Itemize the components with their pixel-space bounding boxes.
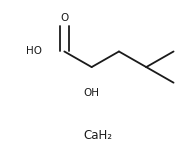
Text: O: O [60, 13, 68, 23]
Text: OH: OH [84, 88, 100, 98]
Text: CaH₂: CaH₂ [83, 129, 112, 142]
Text: HO: HO [26, 46, 42, 56]
